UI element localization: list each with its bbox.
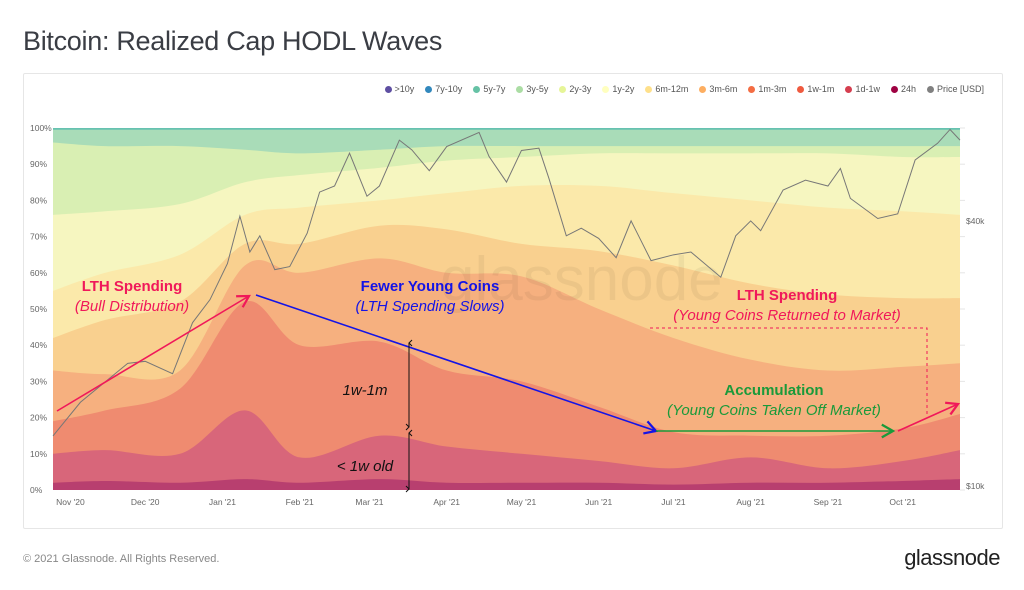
y-tick-label: 40% [30, 340, 47, 350]
x-tick-label: Oct '21 [889, 497, 916, 507]
legend-item[interactable]: 6m-12m [645, 84, 688, 94]
legend-label: 6m-12m [655, 84, 689, 94]
legend-dot-icon [425, 85, 433, 93]
page-title: Bitcoin: Realized Cap HODL Waves [23, 26, 443, 56]
legend-dot-icon [890, 85, 898, 93]
y-tick-label: 80% [30, 195, 47, 205]
x-tick-label: Jan '21 [209, 497, 236, 507]
x-tick-label: Jun '21 [585, 497, 612, 507]
x-tick-label: Aug '21 [736, 497, 765, 507]
glassnode-logo: glassnode [904, 545, 1000, 570]
annotation-under-1w: < 1w old [337, 458, 394, 475]
y-tick-label: 30% [30, 376, 47, 386]
legend-dot-icon [645, 85, 653, 93]
legend-label: 1m-3m [758, 84, 787, 94]
legend-item[interactable]: 1d-1w [845, 84, 880, 94]
legend-item[interactable]: 24h [890, 84, 916, 94]
fewer-young-coins-arrow [255, 294, 659, 435]
watermark: glassnode [440, 245, 723, 314]
legend-dot-icon [602, 85, 610, 93]
legend-label: 1d-1w [855, 84, 880, 94]
annotation-lth-spending-2-subtitle: (Young Coins Returned to Market) [673, 307, 901, 324]
legend-label: Price [USD] [936, 84, 984, 94]
area-band-1d-1w [53, 410, 960, 490]
chart-card [23, 73, 1003, 529]
legend-item[interactable]: 1m-3m [748, 84, 786, 94]
annotation-fewer-young-coins-title: Fewer Young Coins [361, 278, 500, 295]
annotation-lth-spending-title: LTH Spending [82, 278, 183, 295]
legend-item[interactable]: >10y [384, 84, 415, 94]
annotation-lth-spending-subtitle: (Bull Distribution) [75, 298, 189, 315]
annotation-lth-spending-2-title: LTH Spending [737, 287, 838, 304]
legend-item[interactable]: 3m-6m [699, 84, 737, 94]
legend-item[interactable]: 7y-10y [425, 84, 462, 94]
legend-label: 2y-3y [569, 84, 592, 94]
legend-label: 5y-7y [483, 84, 506, 94]
legend-label: 1w-1m [807, 84, 835, 94]
x-tick-label: May '21 [507, 497, 537, 507]
y-tick-label: 100% [30, 123, 52, 133]
x-tick-label: Mar '21 [355, 497, 383, 507]
legend-dot-icon [559, 85, 567, 93]
dashed-connector [650, 327, 928, 414]
price-line [52, 128, 961, 437]
legend-label: 1y-2y [612, 84, 635, 94]
y-tick-label: 10% [30, 449, 47, 459]
legend-item[interactable]: 1w-1m [797, 84, 834, 94]
legend-dot-icon [516, 85, 524, 93]
legend-dot-icon [384, 85, 392, 93]
legend-dot-icon [699, 85, 707, 93]
area-band-1w-1m [53, 300, 960, 490]
legend-dot-icon [748, 85, 756, 93]
legend-item[interactable]: 3y-5y [516, 84, 548, 94]
legend-item[interactable]: 2y-3y [559, 84, 591, 94]
x-tick-label: Nov '20 [56, 497, 85, 507]
legend-label: >10y [394, 84, 415, 94]
legend-item[interactable]: 1y-2y [602, 84, 634, 94]
annotation-1w-1m: 1w-1m [342, 382, 387, 399]
legend-label: 24h [900, 84, 916, 94]
price-tick-label: $40k [966, 216, 985, 226]
bull-distribution-arrow [56, 294, 251, 412]
y-tick-label: 90% [30, 159, 47, 169]
young-coins-returned-arrow [897, 401, 961, 432]
x-tick-label: Dec '20 [131, 497, 160, 507]
legend-dot-icon [845, 85, 853, 93]
legend-dot-icon [797, 85, 805, 93]
legend-dot-icon [926, 85, 934, 93]
x-tick-label: Feb '21 [286, 497, 314, 507]
legend-label: 7y-10y [435, 84, 463, 94]
chart-legend: >10y 7y-10y 5y-7y 3y-5y 2y-3y 1y-2y 6m-12m 3m-6… [384, 84, 984, 94]
x-tick-label: Apr '21 [433, 497, 460, 507]
area-band-24h [53, 479, 960, 490]
y-tick-label: 60% [30, 268, 47, 278]
legend-label: 3y-5y [526, 84, 549, 94]
y-tick-label: 70% [30, 232, 47, 242]
x-tick-label: Jul '21 [661, 497, 686, 507]
copyright: © 2021 Glassnode. All Rights Reserved. [23, 553, 220, 565]
y-tick-label: 50% [30, 304, 47, 314]
annotation-fewer-young-coins-subtitle: (LTH Spending Slows) [356, 298, 505, 315]
legend-label: 3m-6m [709, 84, 738, 94]
y-tick-label: 20% [30, 413, 47, 423]
x-tick-label: Sep '21 [814, 497, 843, 507]
legend-item[interactable]: 5y-7y [473, 84, 505, 94]
legend-item[interactable]: Price [USD] [926, 84, 984, 94]
y-tick-label: 0% [30, 485, 43, 495]
annotation-accumulation-title: Accumulation [724, 382, 823, 399]
annotation-accumulation-subtitle: (Young Coins Taken Off Market) [667, 402, 881, 419]
legend-dot-icon [473, 85, 481, 93]
price-tick-label: $10k [966, 481, 985, 491]
